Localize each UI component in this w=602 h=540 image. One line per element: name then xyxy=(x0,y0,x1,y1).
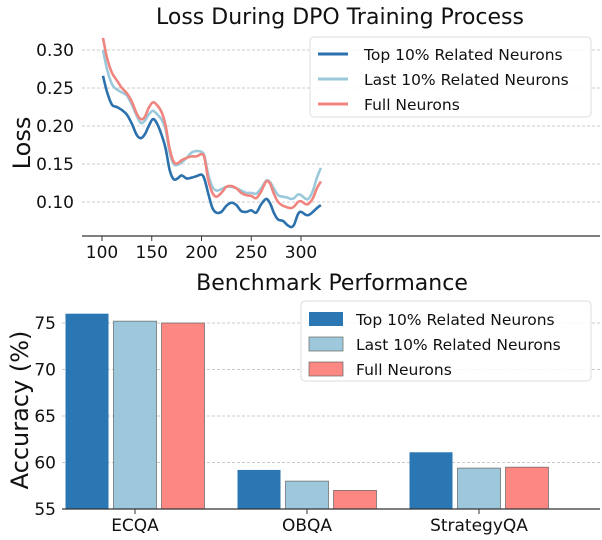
line-series-1 xyxy=(101,49,323,201)
bar-chart-category-label: OBQA xyxy=(282,516,332,536)
legend-bar-swatch xyxy=(308,361,344,377)
bar-chart-ytick-label: 65 xyxy=(34,407,56,427)
legend-label: Last 10% Related Neurons xyxy=(356,336,561,354)
line-chart-ytick-label: 0.25 xyxy=(36,79,74,99)
bar-chart-ytick-label: 70 xyxy=(34,361,56,381)
line-chart-xtick-label: 250 xyxy=(235,243,267,263)
legend-label: Top 10% Related Neurons xyxy=(355,311,555,329)
line-chart-legend xyxy=(309,36,592,118)
bar-strategyqa-0 xyxy=(409,452,453,509)
bar-obqa-2 xyxy=(333,490,377,510)
line-chart-title: Loss During DPO Training Process xyxy=(156,5,524,30)
bar-chart-ytick-label: 75 xyxy=(34,314,56,334)
loss-line-chart: Loss During DPO Training Process Loss 0.… xyxy=(8,5,600,263)
bar-ecqa-1 xyxy=(113,320,157,510)
legend-bar-swatch xyxy=(308,336,344,352)
bar-strategyqa-1 xyxy=(457,467,501,510)
line-chart-ytick-label: 0.15 xyxy=(36,155,74,175)
line-chart-xtick-label: 300 xyxy=(285,243,317,263)
legend-label: Full Neurons xyxy=(356,361,452,379)
line-chart-ytick-label: 0.30 xyxy=(36,41,74,61)
line-chart-ytick-label: 0.20 xyxy=(36,117,74,137)
legend-label: Top 10% Related Neurons xyxy=(363,46,563,64)
bar-ecqa-2 xyxy=(161,322,205,510)
legend-bar-swatch xyxy=(309,312,343,326)
bar-chart-ytick-label: 60 xyxy=(34,454,56,474)
bar-strategyqa-2 xyxy=(505,466,549,510)
line-chart-ylabel: Loss xyxy=(8,117,36,170)
line-chart-ytick-label: 0.10 xyxy=(36,193,74,213)
line-series-0 xyxy=(101,75,322,229)
bar-chart-legend xyxy=(300,300,592,382)
line-chart-xtick-label: 200 xyxy=(185,243,217,263)
bar-chart-category-label: ECQA xyxy=(111,516,159,536)
bar-chart-ytick-label: 55 xyxy=(34,500,56,520)
benchmark-bar-chart: Benchmark Performance Accuracy (%) 55 60 6… xyxy=(6,271,600,536)
bar-chart-ylabel: Accuracy (%) xyxy=(6,331,34,490)
bar-chart-title: Benchmark Performance xyxy=(196,271,468,296)
bar-ecqa-0 xyxy=(65,313,109,509)
line-series-2 xyxy=(101,37,323,210)
legend-label: Last 10% Related Neurons xyxy=(364,71,569,89)
bar-obqa-1 xyxy=(285,480,329,510)
line-chart-xtick-label: 150 xyxy=(136,243,168,263)
bar-chart-category-label: StrategyQA xyxy=(430,516,528,536)
bar-obqa-0 xyxy=(237,469,281,509)
legend-label: Full Neurons xyxy=(364,96,460,114)
line-chart-xtick-label: 100 xyxy=(86,243,118,263)
